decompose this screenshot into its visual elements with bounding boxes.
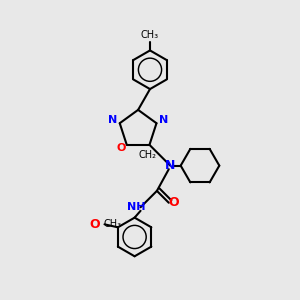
Text: CH₃: CH₃ bbox=[103, 219, 121, 229]
Text: NH: NH bbox=[127, 202, 145, 212]
Text: O: O bbox=[89, 218, 100, 231]
Text: N: N bbox=[165, 159, 175, 172]
Text: O: O bbox=[168, 196, 178, 209]
Text: O: O bbox=[116, 143, 125, 153]
Text: N: N bbox=[159, 115, 169, 125]
Text: CH₃: CH₃ bbox=[141, 30, 159, 40]
Text: CH₂: CH₂ bbox=[139, 150, 157, 160]
Text: N: N bbox=[108, 115, 117, 125]
